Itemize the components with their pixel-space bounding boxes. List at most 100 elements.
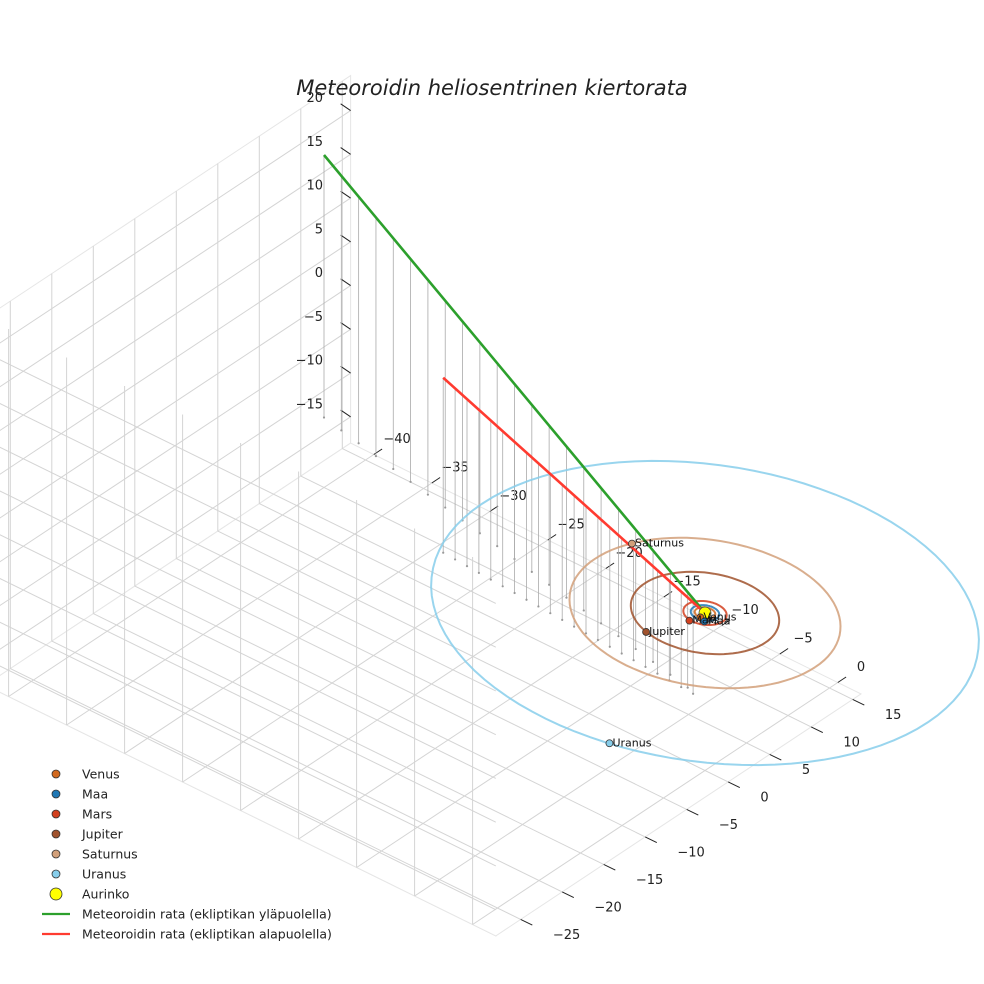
- z-tick-mark: [340, 409, 351, 418]
- x-tick-mark: [373, 448, 383, 455]
- stem-dot: [565, 596, 568, 599]
- x-tick-label: −5: [793, 632, 812, 647]
- meteoroid-trajectories: [323, 154, 706, 614]
- stem-dot: [620, 652, 623, 655]
- z-tick-mark: [340, 103, 351, 112]
- stem-dot: [357, 442, 360, 445]
- planet-label-mars: Mars: [692, 614, 719, 627]
- stem-dot: [442, 551, 445, 554]
- planet-marker-uranus: [605, 739, 614, 748]
- stem-dot: [632, 659, 635, 662]
- axis-grid: [0, 81, 853, 925]
- x-tick-label: −40: [383, 432, 410, 447]
- y-tick-label: 0: [760, 791, 768, 806]
- y-tick-label: −25: [553, 928, 580, 943]
- z-tick-label: −10: [296, 354, 323, 369]
- stem-dot: [548, 583, 551, 586]
- trajectory-stems: [322, 155, 695, 695]
- legend-marker-mars: [51, 809, 61, 819]
- planet-label-saturnus: Saturnus: [635, 537, 684, 550]
- planet-marker-jupiter: [642, 628, 650, 636]
- stem-dot: [686, 686, 689, 689]
- x-tick-mark: [663, 591, 673, 598]
- trajectory-below-ecliptic: [442, 376, 706, 614]
- planet-marker-maa: [700, 617, 709, 626]
- stem-dot: [426, 493, 430, 496]
- grid-line-z-wall-xz: [0, 665, 497, 911]
- grid-line-z-wall-yz: [0, 285, 351, 519]
- stem-dot: [478, 532, 481, 535]
- x-tick-mark: [721, 619, 731, 626]
- chart-title: Meteoroidin heliosentrinen kiertorata: [296, 76, 688, 100]
- stem-dot: [634, 647, 637, 651]
- planet-label-venus: Venus: [703, 610, 736, 623]
- legend-label-jupiter: Jupiter: [81, 827, 124, 842]
- stem-dot: [465, 565, 469, 568]
- y-tick-mark: [561, 891, 575, 899]
- z-tick-label: −5: [304, 310, 323, 325]
- grid-line-y-floor: [217, 530, 729, 783]
- legend-label-venus: Venus: [82, 767, 120, 782]
- stem-dot: [537, 605, 540, 608]
- axis-panes: [0, 74, 863, 937]
- stem-dot: [584, 632, 588, 635]
- x-tick-label: −15: [673, 575, 700, 590]
- orbit-jupiter: [629, 570, 781, 656]
- z-tick-label: 5: [315, 222, 323, 237]
- legend-marker-uranus: [51, 869, 61, 879]
- grid-line-z-wall-xz: [0, 402, 497, 648]
- legend-label-saturnus: Saturnus: [82, 847, 138, 862]
- legend-marker-saturnus: [51, 849, 61, 859]
- grid-line-z-wall-xz: [0, 577, 497, 823]
- legend-marker-sun: [49, 887, 63, 901]
- orbit-saturnus: [568, 536, 842, 690]
- z-tick-label: 20: [307, 91, 324, 106]
- z-tick-mark: [340, 234, 351, 243]
- stem-dot: [444, 506, 447, 509]
- stem-dot: [561, 618, 564, 621]
- grid-line-z-wall-xz: [0, 534, 497, 779]
- axis-ticks: −40−35−30−25−20−15−10−50−25−20−15−10−505…: [296, 91, 902, 943]
- x-tick-mark: [431, 477, 441, 484]
- floor-pane: [0, 442, 863, 937]
- planet-label-maa: Maa: [707, 614, 730, 627]
- legend-label-sun: Aurinko: [82, 887, 129, 902]
- stem-dot: [374, 454, 378, 458]
- z-tick-mark: [340, 278, 351, 287]
- z-tick-label: 0: [315, 266, 323, 281]
- grid-line-z-wall-yz: [0, 241, 351, 475]
- legend-label-trajectory: Meteoroidin rata (ekliptikan yläpuolella…: [82, 907, 332, 922]
- grid-line-y-floor: [10, 668, 521, 920]
- z-tick-mark: [340, 190, 351, 199]
- grid-line-z-wall-xz: [0, 621, 497, 867]
- stem-dot: [651, 660, 655, 664]
- planet-marker-mars: [685, 616, 694, 625]
- legend: Venus Maa Mars Jupiter Saturnus Uranus Aurinko…: [42, 767, 332, 942]
- legend-label-trajectory: Meteoroidin rata (ekliptikan alapuolella…: [82, 927, 332, 942]
- trajectory-above-ecliptic: [323, 154, 706, 614]
- orbit-uranus: [430, 459, 980, 767]
- grid-line-z-wall-xz: [0, 490, 497, 736]
- stem-dot: [608, 645, 611, 648]
- legend-marker-venus: [51, 769, 61, 779]
- y-tick-label: 5: [802, 763, 810, 778]
- grid-line-z-wall-yz: [0, 372, 351, 607]
- stem-dot: [392, 467, 395, 471]
- grid-line-y-floor: [176, 558, 687, 810]
- y-tick-label: −10: [677, 846, 704, 861]
- y-tick-label: 15: [885, 708, 902, 723]
- z-tick-label: 10: [307, 179, 324, 194]
- z-tick-label: 15: [307, 135, 324, 150]
- stem-dot: [489, 578, 492, 581]
- grid-line-y-floor: [259, 503, 770, 755]
- z-tick-mark: [340, 147, 351, 155]
- stem-dot: [599, 622, 603, 625]
- y-tick-mark: [686, 808, 699, 816]
- stem-dot: [573, 625, 576, 628]
- stem-dot: [596, 638, 600, 642]
- y-tick-label: 10: [843, 736, 860, 751]
- grid-line-y-floor: [93, 613, 604, 865]
- planet-label-uranus: Uranus: [612, 736, 651, 749]
- x-tick-mark: [779, 648, 789, 655]
